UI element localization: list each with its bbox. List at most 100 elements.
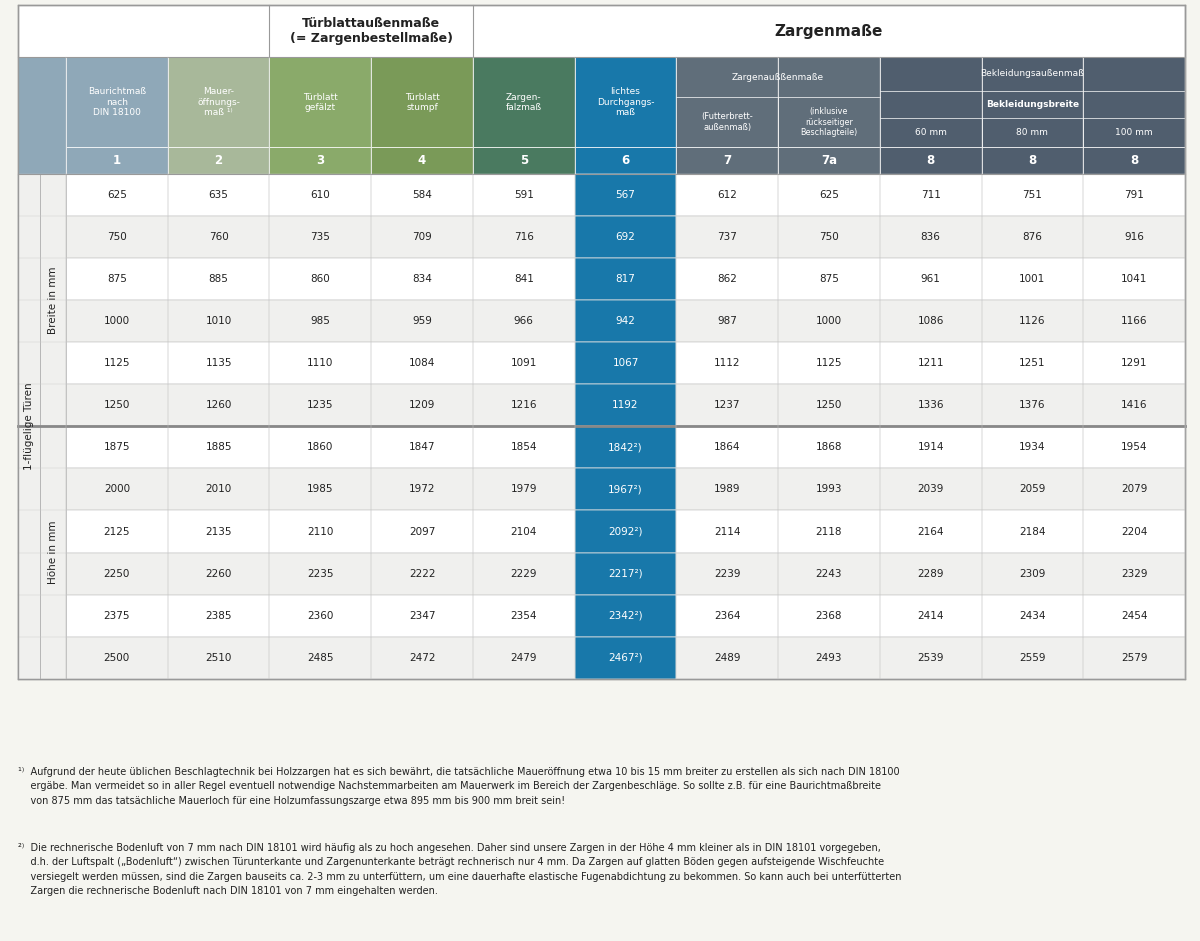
Bar — [18, 384, 1186, 426]
Bar — [880, 57, 982, 148]
Bar — [40, 426, 66, 679]
Text: lichtes
Durchgangs-
maß: lichtes Durchgangs- maß — [596, 88, 654, 118]
Text: 567: 567 — [616, 189, 636, 199]
Bar — [575, 148, 677, 173]
Text: 1985: 1985 — [307, 485, 334, 494]
Text: 1000: 1000 — [104, 316, 130, 326]
Text: 2289: 2289 — [918, 568, 944, 579]
Text: 1885: 1885 — [205, 442, 232, 453]
Text: 2114: 2114 — [714, 527, 740, 536]
Text: 2125: 2125 — [103, 527, 130, 536]
Text: 2250: 2250 — [103, 568, 130, 579]
Text: ¹⁾  Aufgrund der heute üblichen Beschlagtechnik bei Holzzargen hat es sich bewäh: ¹⁾ Aufgrund der heute üblichen Beschlagt… — [18, 767, 900, 805]
Text: Bekleidungsaußenmaß: Bekleidungsaußenmaß — [980, 69, 1085, 78]
Bar — [66, 57, 168, 148]
Bar — [575, 258, 677, 300]
Text: 2364: 2364 — [714, 611, 740, 621]
Text: Türblattaußenmaße
(= Zargenbestellmaße): Türblattaußenmaße (= Zargenbestellmaße) — [289, 17, 452, 45]
Text: 942: 942 — [616, 316, 636, 326]
Text: 1086: 1086 — [918, 316, 944, 326]
Text: 2229: 2229 — [510, 568, 538, 579]
Text: 2329: 2329 — [1121, 568, 1147, 579]
Text: 2243: 2243 — [816, 568, 842, 579]
Text: 3: 3 — [317, 154, 324, 167]
Text: 1084: 1084 — [409, 359, 436, 368]
Bar — [575, 342, 677, 384]
Text: 1993: 1993 — [816, 485, 842, 494]
Text: 1: 1 — [113, 154, 121, 167]
Text: 1112: 1112 — [714, 359, 740, 368]
Text: 2097: 2097 — [409, 527, 436, 536]
Bar — [575, 510, 677, 552]
Text: 961: 961 — [920, 274, 941, 284]
Bar — [18, 552, 1186, 595]
Text: 2354: 2354 — [510, 611, 538, 621]
Text: 1000: 1000 — [816, 316, 842, 326]
Bar — [371, 148, 473, 173]
Text: 834: 834 — [412, 274, 432, 284]
Text: 1250: 1250 — [103, 400, 130, 410]
Text: 612: 612 — [718, 189, 737, 199]
Text: 100 mm: 100 mm — [1115, 128, 1153, 137]
Text: 836: 836 — [920, 231, 941, 242]
Text: 2059: 2059 — [1019, 485, 1045, 494]
Bar — [575, 637, 677, 679]
Text: 610: 610 — [311, 189, 330, 199]
Text: 2110: 2110 — [307, 527, 334, 536]
Text: 966: 966 — [514, 316, 534, 326]
Text: 635: 635 — [209, 189, 228, 199]
Text: 1091: 1091 — [510, 359, 536, 368]
Text: 1166: 1166 — [1121, 316, 1147, 326]
Text: 1216: 1216 — [510, 400, 538, 410]
Text: 2: 2 — [215, 154, 223, 167]
Text: 1135: 1135 — [205, 359, 232, 368]
Text: 625: 625 — [820, 189, 839, 199]
Text: 1875: 1875 — [103, 442, 130, 453]
Text: 2579: 2579 — [1121, 653, 1147, 662]
Text: 750: 750 — [820, 231, 839, 242]
Bar — [575, 215, 677, 258]
Text: 709: 709 — [412, 231, 432, 242]
Text: 1110: 1110 — [307, 359, 334, 368]
Text: 2485: 2485 — [307, 653, 334, 662]
Bar — [18, 595, 1186, 637]
Text: 1972: 1972 — [409, 485, 436, 494]
Text: 2235: 2235 — [307, 568, 334, 579]
Bar — [18, 426, 1186, 469]
Text: 885: 885 — [209, 274, 228, 284]
Text: 2489: 2489 — [714, 653, 740, 662]
Text: 1967²): 1967²) — [608, 485, 643, 494]
Bar — [1084, 148, 1186, 173]
Bar — [575, 469, 677, 510]
Bar — [575, 300, 677, 342]
Text: Bekleidungsbreite: Bekleidungsbreite — [986, 100, 1079, 108]
Text: 2510: 2510 — [205, 653, 232, 662]
Text: 841: 841 — [514, 274, 534, 284]
Text: 2000: 2000 — [104, 485, 130, 494]
Text: 2472: 2472 — [409, 653, 436, 662]
Text: 1979: 1979 — [510, 485, 538, 494]
Text: 1864: 1864 — [714, 442, 740, 453]
Text: 751: 751 — [1022, 189, 1043, 199]
Text: 1010: 1010 — [205, 316, 232, 326]
Text: 1125: 1125 — [103, 359, 130, 368]
Text: 1954: 1954 — [1121, 442, 1147, 453]
Bar — [18, 300, 1186, 342]
Text: 985: 985 — [311, 316, 330, 326]
Text: 7a: 7a — [821, 154, 838, 167]
Text: 817: 817 — [616, 274, 636, 284]
Text: 791: 791 — [1124, 189, 1144, 199]
Text: 1847: 1847 — [409, 442, 436, 453]
Bar — [40, 173, 66, 426]
Text: 2222: 2222 — [409, 568, 436, 579]
Text: 1854: 1854 — [510, 442, 538, 453]
Bar — [18, 173, 40, 679]
Text: 1250: 1250 — [816, 400, 842, 410]
Text: 2360: 2360 — [307, 611, 334, 621]
Text: 1235: 1235 — [307, 400, 334, 410]
Text: 2204: 2204 — [1121, 527, 1147, 536]
Bar — [18, 637, 1186, 679]
Text: 8: 8 — [926, 154, 935, 167]
Text: 2092²): 2092²) — [608, 527, 643, 536]
Bar — [66, 148, 168, 173]
